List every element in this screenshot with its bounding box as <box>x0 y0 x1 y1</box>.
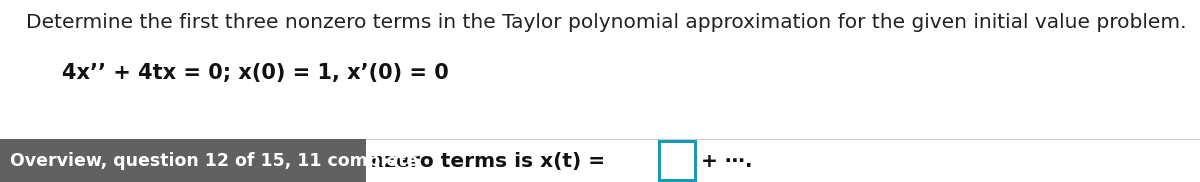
FancyBboxPatch shape <box>659 141 695 180</box>
Text: Determine the first three nonzero terms in the Taylor polynomial approximation f: Determine the first three nonzero terms … <box>26 13 1187 32</box>
Text: Overview, question 12 of 15, 11 complete: Overview, question 12 of 15, 11 complete <box>10 152 418 170</box>
Text: 4x’’ + 4tx = 0; x(0) = 1, x’(0) = 0: 4x’’ + 4tx = 0; x(0) = 1, x’(0) = 0 <box>62 63 449 83</box>
FancyBboxPatch shape <box>0 139 366 182</box>
Text: nzero terms is x(t) =: nzero terms is x(t) = <box>370 152 605 171</box>
Text: + ⋯.: + ⋯. <box>701 152 752 171</box>
